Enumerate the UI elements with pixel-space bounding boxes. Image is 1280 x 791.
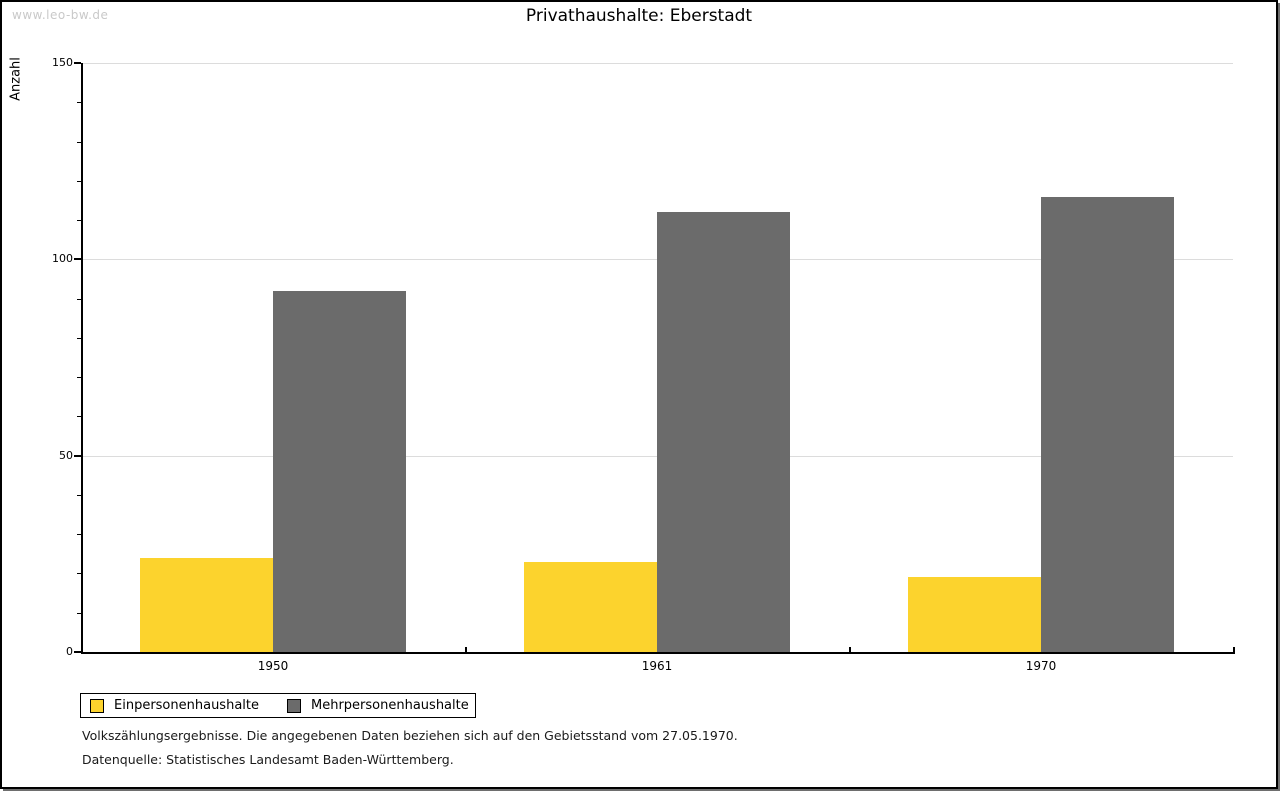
y-minor-tick-110 bbox=[77, 220, 81, 222]
x-axis-line bbox=[81, 652, 1235, 654]
legend-swatch-einpersonenhaushalte bbox=[90, 698, 104, 713]
footnote-data-source: Datenquelle: Statistisches Landesamt Bad… bbox=[82, 752, 454, 767]
x-category-label-1970: 1970 bbox=[1025, 659, 1057, 673]
bar-einpersonenhaushalte-1961 bbox=[524, 561, 657, 652]
y-major-tick-0 bbox=[74, 651, 81, 653]
chart-title: Privathaushalte: Eberstadt bbox=[525, 6, 753, 26]
footnote-source-note: Volkszählungsergebnisse. Die angegebenen… bbox=[82, 728, 738, 743]
bar-mehrpersonenhaushalte-1961 bbox=[657, 212, 790, 652]
y-minor-tick-60 bbox=[77, 416, 81, 418]
bar-mehrpersonenhaushalte-1950 bbox=[273, 290, 406, 652]
legend-swatch-mehrpersonenhaushalte bbox=[287, 698, 301, 713]
y-minor-tick-90 bbox=[77, 298, 81, 300]
y-minor-tick-10 bbox=[77, 612, 81, 614]
gridline-150 bbox=[83, 63, 1233, 64]
y-tick-label-100: 100 bbox=[52, 252, 73, 266]
y-minor-tick-80 bbox=[77, 337, 81, 339]
y-tick-label-0: 0 bbox=[66, 645, 73, 658]
legend: Einpersonenhaushalte Mehrpersonenhaushal… bbox=[80, 693, 476, 718]
bar-einpersonenhaushalte-1970 bbox=[908, 577, 1041, 652]
legend-label-einpersonenhaushalte: Einpersonenhaushalte bbox=[114, 698, 259, 713]
y-tick-label-150: 150 bbox=[52, 56, 73, 69]
y-major-tick-50 bbox=[74, 454, 81, 457]
y-minor-tick-130 bbox=[77, 141, 81, 143]
y-minor-tick-140 bbox=[77, 102, 81, 104]
bar-mehrpersonenhaushalte-1970 bbox=[1041, 196, 1174, 652]
y-minor-tick-70 bbox=[77, 377, 81, 379]
y-minor-tick-40 bbox=[77, 494, 81, 496]
x-group-tick-1 bbox=[849, 647, 851, 652]
x-group-tick-2 bbox=[1233, 647, 1235, 652]
legend-item-einpersonenhaushalte: Einpersonenhaushalte bbox=[90, 698, 259, 713]
watermark-leo-bw: www.leo-bw.de bbox=[12, 8, 109, 22]
y-axis-label: Anzahl bbox=[8, 57, 24, 101]
y-minor-tick-120 bbox=[77, 180, 81, 182]
y-minor-tick-20 bbox=[77, 573, 81, 575]
x-group-tick-0 bbox=[465, 647, 467, 652]
legend-item-mehrpersonenhaushalte: Mehrpersonenhaushalte bbox=[287, 698, 469, 713]
x-category-label-1950: 1950 bbox=[257, 659, 289, 673]
y-tick-label-50: 50 bbox=[59, 448, 73, 462]
y-major-tick-150 bbox=[74, 62, 81, 64]
bar-einpersonenhaushalte-1950 bbox=[140, 557, 273, 652]
y-major-tick-100 bbox=[74, 258, 81, 261]
x-category-label-1961: 1961 bbox=[641, 659, 673, 673]
y-minor-tick-30 bbox=[77, 534, 81, 536]
y-axis-line bbox=[81, 63, 83, 654]
legend-label-mehrpersonenhaushalte: Mehrpersonenhaushalte bbox=[311, 698, 469, 713]
